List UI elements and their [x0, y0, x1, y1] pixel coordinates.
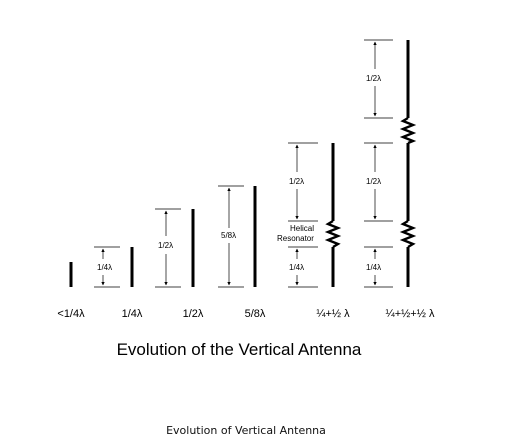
dimension-half-upper [288, 142, 318, 222]
dimension-quarter [94, 246, 120, 288]
dimension-label: 1/2λ [366, 177, 381, 186]
antenna-five-eighths-wave: 5/8λ [218, 185, 257, 288]
diagram-title: Evolution of the Vertical Antenna [117, 340, 362, 359]
antenna-half-wave: 1/2λ [155, 208, 195, 288]
dimension-label: 1/2λ [158, 241, 173, 250]
helical-coil [324, 219, 342, 249]
dimension-five-eighths [218, 185, 244, 288]
helical-coil-upper [399, 116, 417, 145]
dimension-quarter-lower [288, 246, 318, 288]
dimension-label: 1/4λ [97, 263, 112, 272]
dimension-label: 5/8λ [221, 231, 236, 240]
caption-short: <1/4λ [57, 308, 85, 320]
dimension-half [155, 208, 181, 288]
dimension-label: 1/2λ [289, 177, 304, 186]
antenna-quarter-plus-half: 1/2λ 1/4λ Helical Resonator [277, 142, 342, 288]
caption-half: 1/2λ [183, 308, 204, 320]
caption-five-eighths: 5/8λ [245, 308, 266, 320]
antenna-quarter-plus-half-plus-half: 1/2λ 1/2λ 1/4λ [364, 39, 417, 288]
dimension-label: 1/2λ [366, 74, 381, 83]
footer-caption: Evolution of Vertical Antenna [166, 424, 326, 437]
helical-resonator-label-line2: Resonator [277, 234, 314, 243]
helical-coil-lower [399, 219, 417, 249]
antenna-quarter-wave: 1/4λ [94, 246, 134, 288]
dimension-half-top [364, 39, 393, 119]
caption-quarter-plus-half-plus-half: ¼+½+½ λ [386, 308, 435, 320]
dimension-quarter-bottom [364, 246, 393, 288]
caption-quarter-plus-half: ¼+½ λ [316, 308, 350, 320]
dimension-label: 1/4λ [366, 263, 381, 272]
dimension-half-middle [364, 142, 393, 222]
dimension-label: 1/4λ [289, 263, 304, 272]
caption-quarter: 1/4λ [122, 308, 143, 320]
helical-resonator-label-line1: Helical [290, 224, 314, 233]
